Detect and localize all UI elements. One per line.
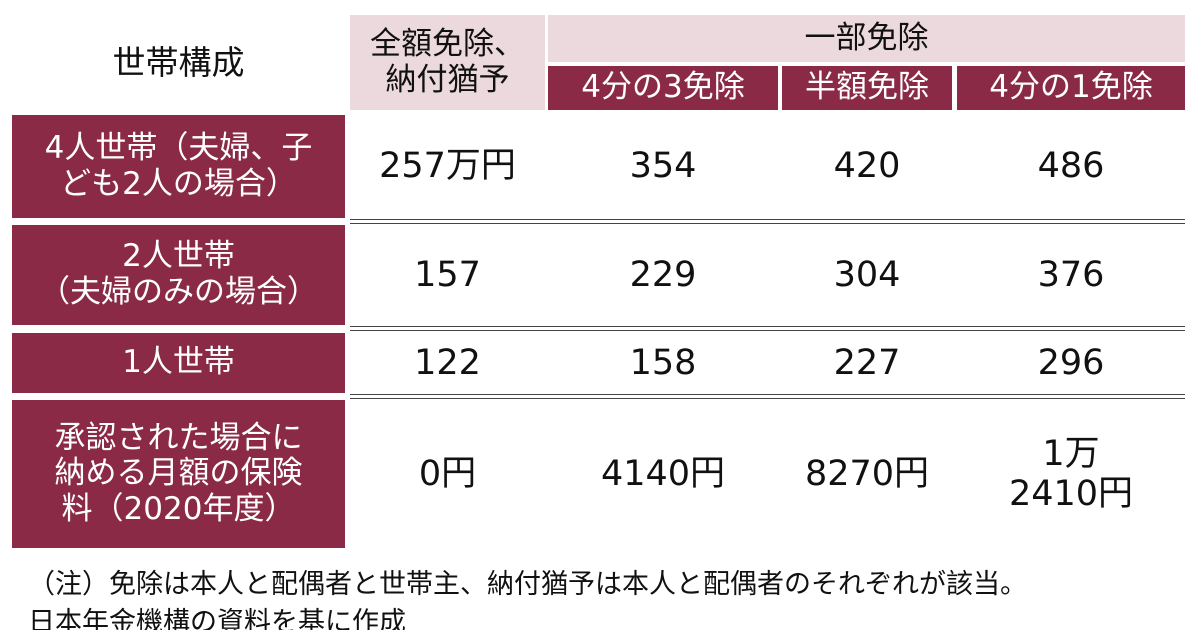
cell: 296: [957, 333, 1185, 393]
cell: 122: [350, 333, 545, 393]
header-sub: 4分の1免除: [957, 66, 1185, 110]
text-line: 420: [833, 146, 901, 187]
cell: 227: [782, 333, 952, 393]
text-line: 世帯構成: [112, 42, 245, 82]
text-line: 一部免除: [804, 19, 929, 56]
text-line: 4140円: [600, 453, 726, 494]
cell: 420: [782, 115, 952, 218]
row-rule: [350, 222, 1185, 224]
row-rule: [350, 330, 1185, 331]
text-line: 157: [414, 254, 481, 295]
text-line: 0円: [418, 453, 477, 494]
cell: 1万 2410円: [957, 400, 1185, 548]
row-label: 2人世帯 （夫婦のみの場合）: [12, 225, 345, 325]
row-rule: [350, 218, 1185, 220]
cell: 158: [548, 333, 778, 393]
text-line: 半額免除: [805, 69, 929, 106]
text-line: 8270円: [804, 453, 930, 494]
note: 日本年金機構の資料を基に作成: [28, 607, 406, 630]
text-line: 納付猶予: [385, 61, 510, 98]
text-line: （夫婦のみの場合）: [39, 274, 318, 310]
text-line: 4分の1免除: [989, 69, 1153, 106]
header-partial: 一部免除: [548, 15, 1185, 62]
cell: 376: [957, 225, 1185, 325]
text-line: 納める月額の保険: [54, 455, 303, 492]
text-line: 158: [629, 342, 697, 383]
text-line: 257万円: [379, 146, 516, 187]
cell: 4140円: [548, 400, 778, 548]
text-line: 1万: [1042, 433, 1100, 474]
cell: 486: [957, 115, 1185, 218]
text-line: 227: [833, 342, 901, 383]
text-line: 2410円: [1008, 474, 1134, 514]
cell: 8270円: [782, 400, 952, 548]
text-line: 1人世帯: [122, 344, 235, 381]
text-line: 122: [414, 342, 481, 383]
row-rule: [350, 326, 1185, 327]
text-line: 4人世帯（夫婦、子: [44, 129, 313, 166]
cell: 229: [548, 225, 778, 325]
cell: 304: [782, 225, 952, 325]
note: （注）免除は本人と配偶者と世帯主、納付猶予は本人と配偶者のそれぞれが該当。: [28, 569, 1027, 600]
header-household: 世帯構成: [12, 15, 345, 110]
row-label: 1人世帯: [12, 333, 345, 393]
text-line: 354: [629, 146, 697, 187]
text-line: 4分の3免除: [581, 69, 745, 106]
text-line: 承認された場合に: [54, 419, 303, 456]
text-line: 料（2020年度）: [61, 490, 296, 527]
cell: 157: [350, 225, 545, 325]
cell: 0円: [350, 400, 545, 548]
header-sub: 4分の3免除: [548, 66, 778, 110]
row-label: 4人世帯（夫婦、子 ども2人の場合）: [12, 115, 345, 218]
cell: 354: [548, 115, 778, 218]
text-line: 229: [629, 254, 697, 295]
text-line: 296: [1037, 342, 1105, 383]
text-line: 486: [1037, 146, 1105, 187]
row-rule: [350, 393, 1185, 395]
header-full: 全額免除、 納付猶予: [350, 15, 545, 110]
text-line: 376: [1037, 254, 1105, 295]
cell: 257万円: [350, 115, 545, 218]
text-line: 304: [833, 254, 901, 295]
text-line: 2人世帯: [122, 238, 235, 275]
text-line: 全額免除、: [370, 25, 525, 62]
text-line: ども2人の場合）: [60, 165, 297, 202]
row-rule: [350, 397, 1185, 399]
header-sub: 半額免除: [782, 66, 952, 110]
row-label: 承認された場合に 納める月額の保険 料（2020年度）: [12, 400, 345, 548]
